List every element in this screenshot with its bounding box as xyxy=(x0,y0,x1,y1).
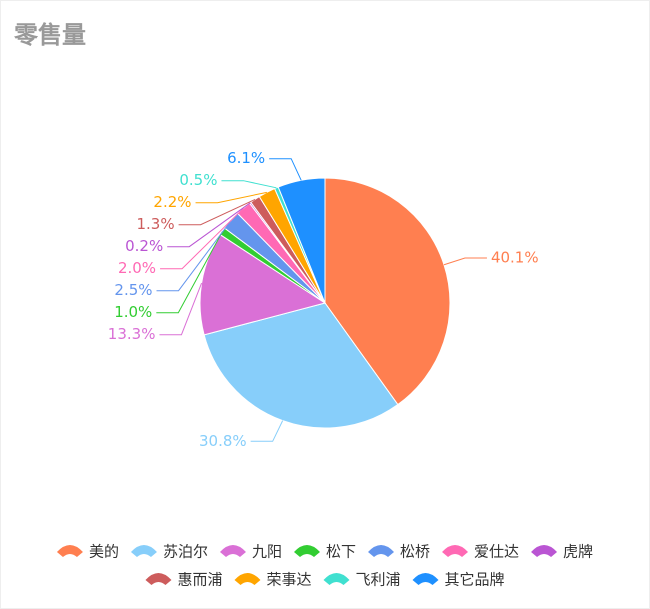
leader-line xyxy=(156,220,232,292)
legend-label: 爱仕达 xyxy=(474,543,519,561)
legend-icon xyxy=(368,545,395,557)
legend-label: 苏泊尔 xyxy=(163,543,208,561)
data-label: 0.2% xyxy=(125,237,163,255)
data-label: 1.3% xyxy=(136,215,174,233)
legend-item: 虎牌 xyxy=(531,543,593,561)
legend-label: 虎牌 xyxy=(563,543,593,561)
leader-line xyxy=(269,158,302,181)
legend-label: 惠而浦 xyxy=(177,571,222,589)
data-label: 40.1% xyxy=(491,249,539,267)
legend-icon xyxy=(219,545,246,557)
legend-label: 九阳 xyxy=(252,543,282,561)
legend-item: 松下 xyxy=(293,543,356,561)
leader-line xyxy=(443,257,487,266)
legend-icon xyxy=(531,545,558,557)
legend-icon xyxy=(234,573,261,585)
data-label: 2.0% xyxy=(118,259,156,277)
legend-item: 其它品牌 xyxy=(412,571,505,589)
data-label: 6.1% xyxy=(227,149,265,167)
legend-icon xyxy=(442,545,469,557)
legend-item: 松桥 xyxy=(368,543,430,561)
data-label: 0.5% xyxy=(179,171,217,189)
data-label: 30.8% xyxy=(199,432,247,450)
legend-item: 爱仕达 xyxy=(442,543,519,561)
legend-item: 飞利浦 xyxy=(323,571,401,589)
leader-line xyxy=(160,207,244,270)
legend-icon xyxy=(56,545,83,557)
legend-label: 美的 xyxy=(89,543,119,561)
data-label: 13.3% xyxy=(108,325,156,343)
leader-line xyxy=(250,420,284,442)
legend-label: 荣事达 xyxy=(266,571,311,589)
legend-icon xyxy=(145,573,172,585)
legend-label: 松下 xyxy=(326,543,356,561)
leader-line xyxy=(159,282,203,336)
legend-icon xyxy=(130,545,157,557)
legend-item: 苏泊尔 xyxy=(130,543,208,561)
leader-line xyxy=(167,202,251,248)
chart-title: 零售量 xyxy=(13,21,86,49)
legend-item: 荣事达 xyxy=(234,571,312,589)
leader-line xyxy=(221,180,277,189)
legend-label: 松桥 xyxy=(400,543,430,561)
legend-label: 其它品牌 xyxy=(445,571,505,589)
leader-line xyxy=(178,198,256,226)
legend-item: 惠而浦 xyxy=(145,571,222,589)
data-label: 2.2% xyxy=(153,193,191,211)
data-label: 1.0% xyxy=(114,303,152,321)
leader-line xyxy=(195,191,267,204)
legend-icon xyxy=(323,573,350,585)
legend-item: 美的 xyxy=(56,543,119,561)
legend-item: 九阳 xyxy=(219,543,282,561)
leader-line xyxy=(156,231,223,314)
data-label: 2.5% xyxy=(114,281,152,299)
pie-slice xyxy=(203,302,399,429)
legend-icon xyxy=(412,573,439,585)
legend-label: 飞利浦 xyxy=(356,571,401,589)
legend-icon xyxy=(293,545,320,557)
